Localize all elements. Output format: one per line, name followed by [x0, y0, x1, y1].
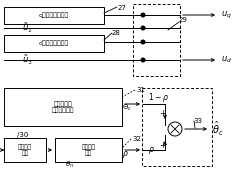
Text: $\theta_n$: $\theta_n$	[65, 160, 74, 170]
Text: 32: 32	[132, 136, 141, 142]
Text: $\hat{\theta}_c$: $\hat{\theta}_c$	[212, 120, 224, 138]
Text: q轴电压计算单元: q轴电压计算单元	[39, 13, 69, 18]
Text: 位置估计
系统: 位置估计 系统	[82, 144, 96, 156]
Text: $u_d$: $u_d$	[221, 55, 232, 65]
Text: 行进波算法
转子位置计算: 行进波算法 转子位置计算	[52, 101, 74, 113]
Bar	[133, 4, 180, 76]
Bar	[4, 138, 46, 162]
Text: $1-\rho$: $1-\rho$	[148, 90, 169, 103]
Text: 31: 31	[136, 87, 145, 93]
Text: $\tilde{u}_1$: $\tilde{u}_1$	[22, 21, 33, 35]
Circle shape	[141, 58, 145, 62]
Text: d轴电压计算单元: d轴电压计算单元	[39, 41, 69, 46]
Text: 29: 29	[179, 17, 188, 23]
Text: $\Theta_c$: $\Theta_c$	[122, 103, 132, 113]
Text: 33: 33	[193, 118, 202, 124]
Circle shape	[141, 26, 145, 30]
Bar	[4, 88, 122, 126]
Text: $u_q$: $u_q$	[221, 9, 232, 20]
Bar	[142, 88, 212, 166]
Text: 负载参数
模型: 负载参数 模型	[18, 144, 32, 156]
Text: +: +	[160, 141, 166, 149]
Text: 27: 27	[118, 5, 127, 11]
Bar	[4, 35, 104, 52]
Text: $\rho$: $\rho$	[148, 145, 155, 156]
Text: 28: 28	[112, 30, 121, 36]
Text: +: +	[160, 108, 166, 117]
Bar	[55, 138, 122, 162]
Text: /30: /30	[17, 132, 28, 138]
Circle shape	[141, 40, 145, 44]
Bar	[4, 7, 104, 24]
Text: $\rho$: $\rho$	[122, 149, 129, 160]
Circle shape	[141, 13, 145, 17]
Text: $\tilde{u}_3$: $\tilde{u}_3$	[22, 53, 33, 67]
